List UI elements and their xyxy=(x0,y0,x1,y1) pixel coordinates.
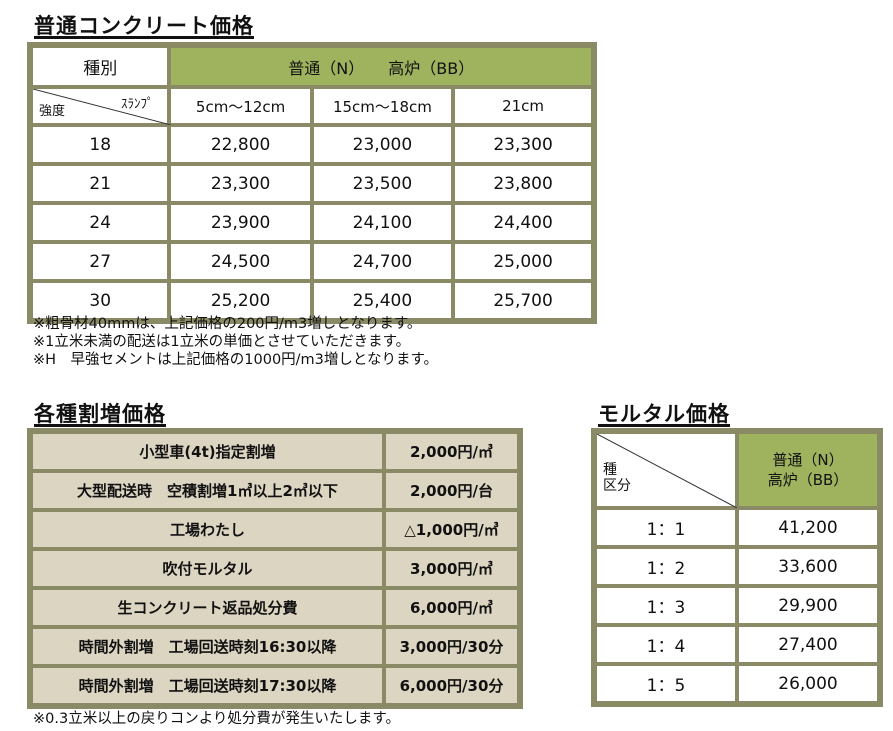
price-cell: 24,700 xyxy=(311,242,454,281)
mortar-price: 41,200 xyxy=(737,508,879,547)
header-slump-strength: ｽﾗﾝﾌﾟ 強度 xyxy=(31,87,171,125)
concrete-note-3: ※H 早強セメントは上記価格の1000円/m3増しとなります。 xyxy=(33,352,439,368)
mortar-header-kind-line1: 種 xyxy=(603,462,617,478)
surcharge-price: 6,000円/㎥ xyxy=(384,588,519,627)
mortar-price: 26,000 xyxy=(737,664,879,703)
concrete-note-1: ※粗骨材40mmは、上記価格の200円/m3増しとなります。 xyxy=(33,316,422,332)
surcharge-label: 生コンクリート返品処分費 xyxy=(31,588,384,627)
mortar-ratio: 1：2 xyxy=(595,547,737,586)
strength-cell: 30 xyxy=(31,281,170,320)
price-cell: 25,700 xyxy=(453,281,593,320)
price-cell: 23,300 xyxy=(453,125,593,164)
surcharge-table: 小型車(4t)指定割増 2,000円/㎥ 大型配送時 空積割増1㎥以上2㎥以下 … xyxy=(27,428,523,709)
diagonal-line xyxy=(33,89,171,125)
mortar-price: 27,400 xyxy=(737,625,879,664)
mortar-header-kind-text: 種区分 xyxy=(603,462,721,494)
surcharge-price: 6,000円/30分 xyxy=(384,666,519,705)
header-cement-type: 普通（N） 高炉（BB） xyxy=(169,46,593,87)
price-cell: 22,800 xyxy=(169,125,312,164)
column-header-2: 15cm～18cm xyxy=(311,87,454,125)
surcharge-title: 各種割増価格 xyxy=(34,402,166,426)
strength-cell: 18 xyxy=(31,125,170,164)
mortar-header-type: 普通（N） 高炉（BB） xyxy=(737,432,879,508)
surcharge-price: 3,000円/30分 xyxy=(384,627,519,666)
surcharge-price: 2,000円/台 xyxy=(384,471,519,510)
price-cell: 24,400 xyxy=(453,203,593,242)
mortar-header-kind: 種区分 xyxy=(595,432,737,508)
column-header-3: 21cm xyxy=(453,87,593,125)
diagonal-line xyxy=(597,434,737,508)
price-cell: 23,500 xyxy=(311,164,454,203)
header-slump: ｽﾗﾝﾌﾟ xyxy=(120,97,154,112)
header-kind: 種別 xyxy=(31,46,170,87)
surcharge-note: ※0.3立米以上の戻りコンより処分費が発生いたします。 xyxy=(33,711,400,727)
price-cell: 25,400 xyxy=(311,281,454,320)
mortar-ratio: 1：5 xyxy=(595,664,737,703)
price-cell: 23,000 xyxy=(311,125,454,164)
column-header-1: 5cm～12cm xyxy=(169,87,312,125)
mortar-header-type-line1: 普通（N） xyxy=(772,451,844,469)
strength-cell: 21 xyxy=(31,164,170,203)
mortar-ratio: 1：1 xyxy=(595,508,737,547)
surcharge-label: 工場わたし xyxy=(31,510,384,549)
surcharge-price: △1,000円/㎥ xyxy=(384,510,519,549)
strength-cell: 24 xyxy=(31,203,170,242)
price-cell: 23,800 xyxy=(453,164,593,203)
strength-cell: 27 xyxy=(31,242,170,281)
mortar-price: 29,900 xyxy=(737,586,879,625)
mortar-table: 種区分 普通（N） 高炉（BB） 1：1 41,200 1：2 33,600 1… xyxy=(591,428,883,707)
price-cell: 23,900 xyxy=(169,203,312,242)
mortar-header-kind-line2: 区分 xyxy=(603,478,631,494)
surcharge-label: 小型車(4t)指定割増 xyxy=(31,432,384,471)
mortar-ratio: 1：3 xyxy=(595,586,737,625)
price-cell: 24,100 xyxy=(311,203,454,242)
concrete-price-table: 種別 普通（N） 高炉（BB） ｽﾗﾝﾌﾟ 強度 5cm～12cm 15cm～1… xyxy=(27,42,597,324)
concrete-note-2: ※1立米未満の配送は1立米の単価とさせていただきます。 xyxy=(33,334,411,350)
surcharge-price: 2,000円/㎥ xyxy=(384,432,519,471)
surcharge-label: 時間外割増 工場回送時刻16:30以降 xyxy=(31,627,384,666)
mortar-ratio: 1：4 xyxy=(595,625,737,664)
surcharge-price: 3,000円/㎥ xyxy=(384,549,519,588)
surcharge-label: 大型配送時 空積割増1㎥以上2㎥以下 xyxy=(31,471,384,510)
mortar-title: モルタル価格 xyxy=(598,402,730,426)
price-cell: 25,200 xyxy=(169,281,312,320)
surcharge-label: 時間外割増 工場回送時刻17:30以降 xyxy=(31,666,384,705)
price-cell: 24,500 xyxy=(169,242,312,281)
concrete-price-title: 普通コンクリート価格 xyxy=(34,14,254,38)
price-cell: 23,300 xyxy=(169,164,312,203)
price-cell: 25,000 xyxy=(453,242,593,281)
mortar-price: 33,600 xyxy=(737,547,879,586)
surcharge-label: 吹付モルタル xyxy=(31,549,384,588)
mortar-header-type-line2: 高炉（BB） xyxy=(767,471,849,489)
header-strength: 強度 xyxy=(39,104,66,119)
